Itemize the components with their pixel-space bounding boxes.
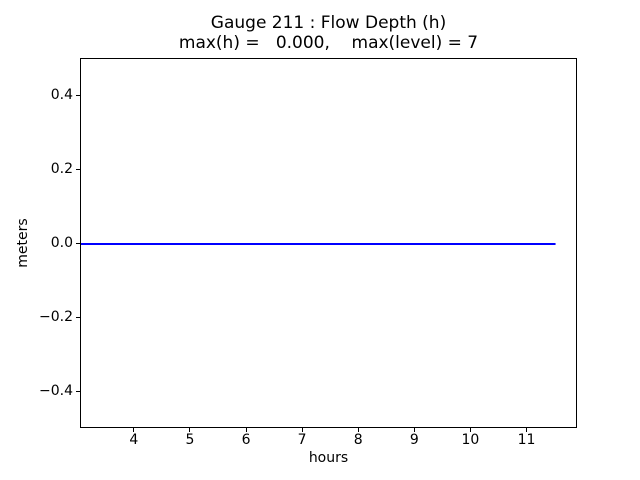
y-tick-mark [76, 242, 80, 244]
x-tick-mark [245, 428, 247, 432]
x-tick-mark [469, 428, 471, 432]
y-tick-mark [76, 316, 80, 318]
x-tick-mark [357, 428, 359, 432]
x-tick-label: 5 [185, 432, 195, 448]
x-tick-mark [133, 428, 135, 432]
x-axis-label: hours [308, 450, 349, 466]
x-tick-label: 8 [353, 432, 363, 448]
chart-title: Gauge 211 : Flow Depth (h) max(h) = 0.00… [80, 13, 577, 53]
chart-title-line1: Gauge 211 : Flow Depth (h) [210, 13, 447, 33]
y-tick-label: −0.4 [39, 383, 73, 399]
y-tick-mark [76, 390, 80, 392]
x-tick-label: 9 [409, 432, 419, 448]
plot-area [80, 58, 577, 428]
x-tick-mark [526, 428, 527, 432]
y-tick-mark [76, 94, 80, 96]
x-tick-label: 4 [129, 432, 139, 448]
x-tick-label: 7 [297, 432, 307, 448]
x-tick-label: 11 [517, 432, 536, 448]
y-tick-label: −0.2 [39, 309, 73, 325]
x-tick-mark [301, 428, 303, 432]
y-tick-label: 0.2 [50, 161, 73, 177]
x-tick-label: 10 [461, 432, 480, 448]
x-tick-mark [189, 428, 191, 432]
y-tick-label: 0.0 [50, 235, 73, 251]
flow-depth-line [81, 243, 556, 245]
x-tick-mark [413, 428, 415, 432]
y-tick-mark [76, 168, 80, 170]
y-tick-label: 0.4 [50, 87, 73, 103]
x-tick-label: 6 [241, 432, 251, 448]
chart-title-line2: max(h) = 0.000, max(level) = 7 [178, 33, 479, 53]
